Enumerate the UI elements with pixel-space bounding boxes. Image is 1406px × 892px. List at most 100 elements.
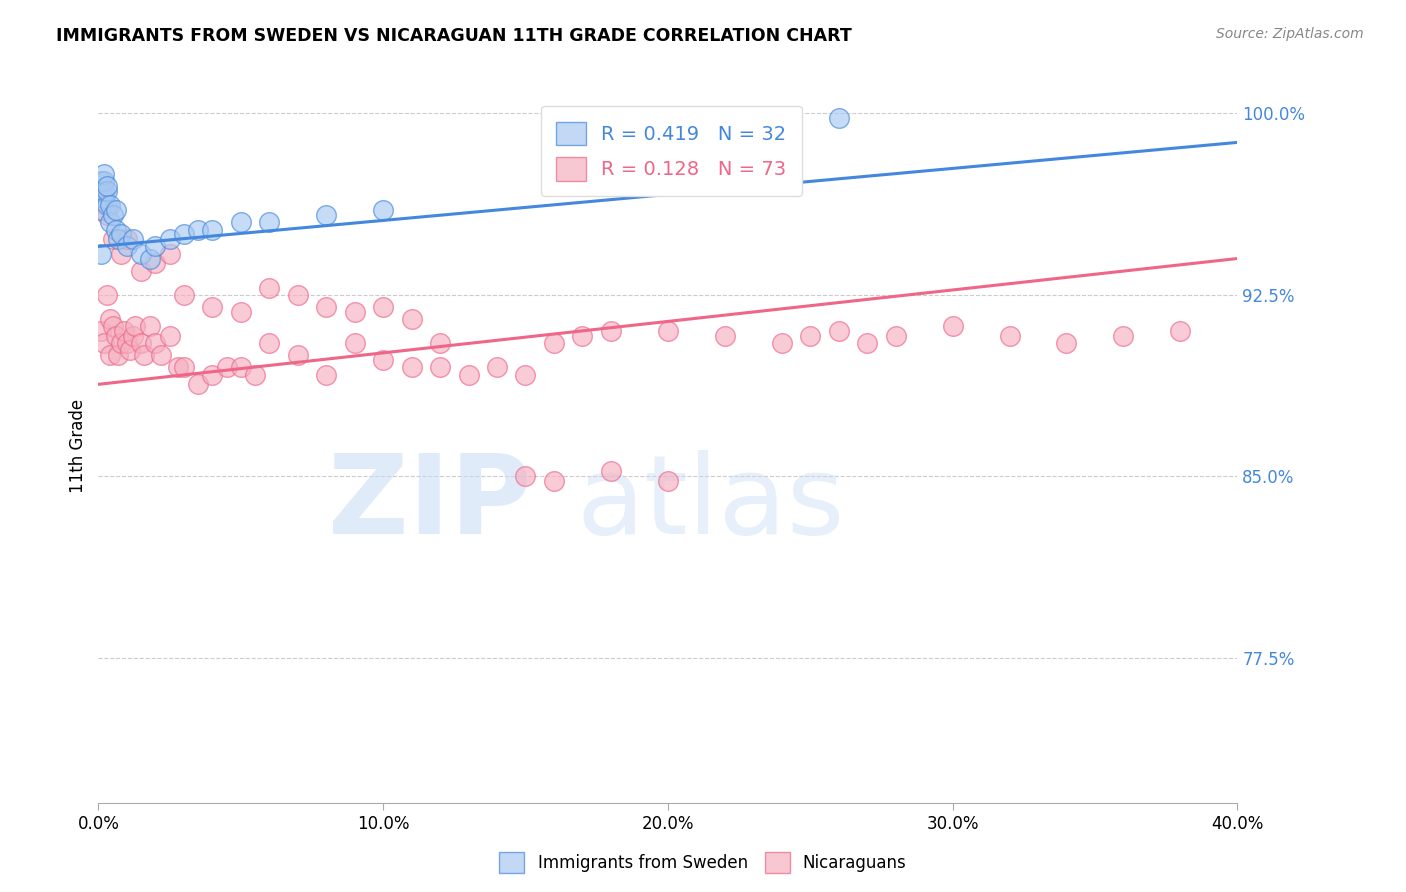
Point (1056, 336, 1078, 351)
Point (104, 329, 127, 343)
Point (429, 360, 451, 375)
Point (98, 348, 121, 362)
Point (515, 469, 537, 483)
Point (101, 232, 124, 246)
Point (457, 368, 479, 382)
Legend: Immigrants from Sweden, Nicaraguans: Immigrants from Sweden, Nicaraguans (492, 846, 914, 880)
Point (124, 319, 146, 334)
Point (259, 215, 281, 229)
Point (600, 324, 623, 338)
Point (129, 263, 152, 277)
Point (287, 348, 309, 362)
Point (112, 324, 135, 338)
Point (187, 377, 209, 392)
Point (107, 232, 129, 246)
Point (98, 312, 121, 326)
Point (229, 304, 252, 318)
Point (287, 288, 309, 302)
Point (942, 319, 965, 334)
Point (884, 329, 907, 343)
Point (173, 360, 195, 375)
Point (132, 348, 155, 362)
Point (90, 246, 112, 260)
Point (93, 184, 115, 198)
Point (215, 360, 238, 375)
Point (93, 174, 115, 188)
Point (373, 203, 395, 218)
Point (1170, 324, 1192, 338)
Point (104, 222, 127, 236)
Point (243, 368, 266, 382)
Point (856, 336, 879, 351)
Point (101, 319, 124, 334)
Point (173, 227, 195, 242)
Point (543, 474, 565, 488)
Point (998, 329, 1021, 343)
Point (145, 336, 167, 351)
Point (129, 246, 152, 260)
Point (201, 368, 224, 382)
Point (315, 368, 337, 382)
Point (187, 222, 209, 236)
Point (259, 280, 281, 294)
Point (121, 329, 143, 343)
Point (101, 208, 124, 222)
Point (373, 353, 395, 368)
Point (343, 336, 366, 351)
Point (115, 232, 138, 246)
Point (799, 329, 821, 343)
Point (657, 474, 679, 488)
Point (90, 174, 112, 188)
Point (828, 112, 851, 126)
Point (201, 300, 224, 314)
Text: atlas: atlas (576, 450, 845, 557)
Point (96, 288, 118, 302)
Point (93, 191, 115, 205)
Text: Source: ZipAtlas.com: Source: ZipAtlas.com (1216, 27, 1364, 41)
Point (145, 256, 167, 270)
Point (96, 184, 118, 198)
Point (159, 246, 181, 260)
Point (98, 198, 121, 212)
Point (600, 464, 623, 478)
Point (107, 348, 129, 362)
Point (571, 329, 593, 343)
Point (115, 336, 138, 351)
Point (229, 360, 252, 375)
Point (93, 167, 115, 181)
Point (401, 312, 423, 326)
Point (429, 336, 451, 351)
Point (828, 324, 851, 338)
Point (150, 348, 173, 362)
Point (118, 343, 141, 358)
Text: IMMIGRANTS FROM SWEDEN VS NICARAGUAN 11TH GRADE CORRELATION CHART: IMMIGRANTS FROM SWEDEN VS NICARAGUAN 11T… (56, 27, 852, 45)
Point (138, 252, 160, 266)
Point (138, 319, 160, 334)
Point (104, 203, 127, 218)
Point (96, 178, 118, 193)
Point (373, 300, 395, 314)
Point (93, 336, 115, 351)
Point (657, 324, 679, 338)
Point (401, 360, 423, 375)
Point (201, 222, 224, 236)
Point (486, 360, 509, 375)
Point (90, 324, 112, 338)
Point (315, 300, 337, 314)
Point (96, 208, 118, 222)
Point (714, 329, 737, 343)
Text: ZIP: ZIP (328, 450, 531, 557)
Point (259, 336, 281, 351)
Point (159, 329, 181, 343)
Point (90, 184, 112, 198)
Point (110, 246, 132, 260)
Point (98, 215, 121, 229)
Point (110, 227, 132, 242)
Legend: R = 0.419   N = 32, R = 0.128   N = 73: R = 0.419 N = 32, R = 0.128 N = 73 (541, 106, 801, 196)
Point (515, 368, 537, 382)
Point (115, 239, 138, 253)
Point (110, 336, 132, 351)
Point (145, 239, 167, 253)
Point (121, 232, 143, 246)
Point (343, 304, 366, 318)
